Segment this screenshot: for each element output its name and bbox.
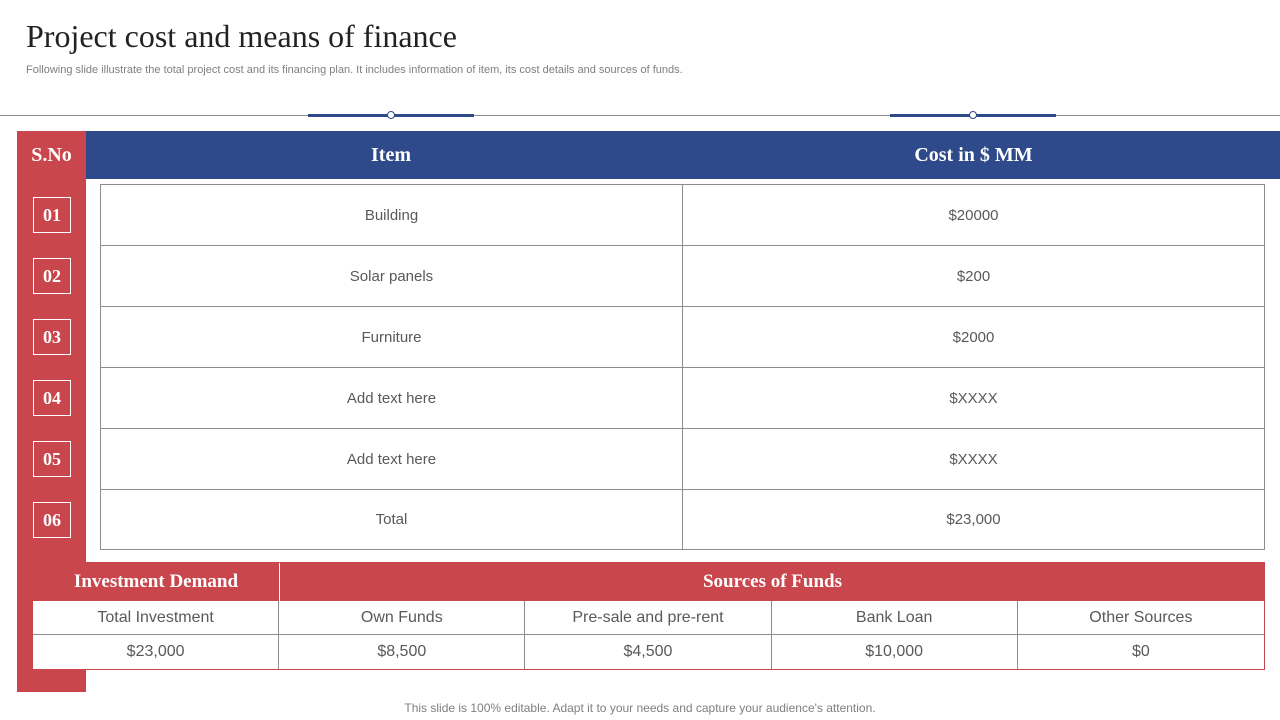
- table-row: Add text here $XXXX: [101, 368, 1264, 429]
- cost-accent-dot: [969, 111, 977, 119]
- fund-label-cell: Total Investment: [33, 601, 280, 634]
- footer-note: This slide is 100% editable. Adapt it to…: [404, 701, 876, 715]
- cost-table-header: [86, 131, 1280, 179]
- item-header: Item: [371, 143, 411, 166]
- fund-label-cell: Pre-sale and pre-rent: [525, 601, 772, 634]
- item-cell: Total: [101, 490, 683, 549]
- row-number-badge: 04: [33, 380, 71, 416]
- header-divider: [0, 115, 1280, 116]
- fund-label-cell: Other Sources: [1089, 608, 1193, 626]
- funds-label-row: Total Investment Own Funds Pre-sale and …: [33, 601, 1264, 635]
- row-number-badge: 01: [33, 197, 71, 233]
- cost-cell: $2000: [952, 328, 995, 346]
- cost-cell: $23,000: [946, 511, 1001, 528]
- table-row: Building $20000: [101, 185, 1264, 246]
- sources-of-funds-header: Sources of Funds: [280, 563, 1265, 601]
- item-cell: Solar panels: [101, 246, 683, 306]
- row-number-badge: 03: [33, 319, 71, 355]
- fund-label-cell: Bank Loan: [772, 601, 1018, 634]
- fund-value-cell: $4,500: [525, 635, 772, 669]
- cost-cell: $XXXX: [949, 450, 998, 468]
- funds-value-row: $23,000 $8,500 $4,500 $10,000 $0: [33, 635, 1264, 669]
- cost-cell: $200: [956, 267, 991, 285]
- cost-table: Building $20000 Solar panels $200 Furnit…: [100, 184, 1265, 550]
- page-title: Project cost and means of finance: [26, 18, 457, 54]
- fund-value-cell: $0: [1131, 643, 1150, 660]
- cost-cell: $20000: [948, 206, 999, 224]
- fund-value-cell: $8,500: [279, 635, 526, 669]
- table-row: Furniture $2000: [101, 307, 1264, 368]
- sno-header: S.No: [31, 143, 72, 166]
- table-row: Total $23,000: [101, 490, 1264, 549]
- investment-demand-header: Investment Demand: [33, 563, 279, 601]
- table-row: Solar panels $200: [101, 246, 1264, 307]
- cost-cell: $XXXX: [949, 389, 998, 407]
- table-row: Add text here $XXXX: [101, 429, 1264, 490]
- page-subtitle: Following slide illustrate the total pro…: [26, 64, 683, 76]
- row-number-badge: 02: [33, 258, 71, 294]
- fund-value-cell: $10,000: [772, 635, 1018, 669]
- item-cell: Add text here: [101, 429, 683, 489]
- item-cell: Furniture: [101, 307, 683, 367]
- fund-value-cell: $23,000: [33, 635, 280, 669]
- funds-table: Investment Demand Sources of Funds Total…: [32, 562, 1265, 670]
- item-cell: Building: [101, 185, 683, 245]
- header-separator: [279, 563, 280, 601]
- fund-label-cell: Own Funds: [279, 601, 526, 634]
- cost-header: Cost in $ MM: [914, 143, 1033, 166]
- item-cell: Add text here: [101, 368, 683, 428]
- row-number-badge: 05: [33, 441, 71, 477]
- row-number-badge: 06: [33, 502, 71, 538]
- item-accent-dot: [387, 111, 395, 119]
